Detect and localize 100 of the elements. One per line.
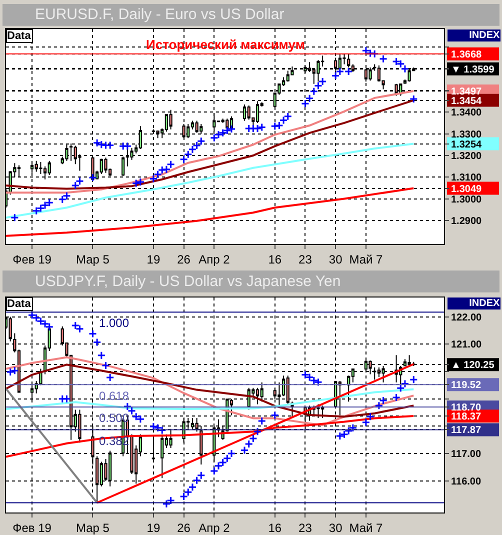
text: INDEX (469, 30, 500, 41)
point (379, 396, 388, 405)
point (258, 123, 266, 132)
annotation: Data (7, 30, 32, 42)
y-tick-label: 117.87 (451, 425, 482, 436)
point (162, 500, 171, 508)
point (392, 57, 401, 66)
point (331, 72, 340, 80)
x-tick-label: 23 (298, 252, 312, 266)
point (348, 424, 358, 432)
point (97, 351, 106, 360)
point (180, 155, 188, 164)
point (75, 176, 84, 186)
point (71, 181, 80, 190)
point (244, 440, 254, 448)
y-tick-label: 1.3200 (451, 150, 482, 162)
point (227, 449, 236, 458)
candlestick (408, 354, 411, 367)
point (362, 418, 370, 427)
y-tick-label: 122.00 (451, 312, 482, 324)
y-tick-label: 1.3300 (451, 129, 482, 140)
x-tick-label: 23 (298, 520, 312, 535)
x-tick-label: 19 (146, 520, 160, 535)
point (184, 488, 192, 496)
point (106, 373, 114, 382)
point (270, 410, 280, 420)
point (409, 94, 418, 104)
point (270, 122, 280, 130)
y-tick-label: 116.00 (451, 476, 482, 488)
y-tick-label: 1.3254 (451, 139, 482, 150)
point (75, 324, 84, 334)
ref-line-label: Исторический максимум (146, 37, 305, 52)
candlestick (347, 53, 350, 68)
point (314, 82, 322, 90)
point (240, 446, 249, 454)
y-tick-label: ▼ 1.3599 (451, 64, 495, 76)
point (210, 466, 218, 476)
x-tick-label: Фев 19 (12, 520, 52, 535)
x-tick-label: Фев 19 (12, 252, 52, 266)
point (379, 54, 388, 64)
point (344, 67, 353, 76)
y-tick-label: ▲ 120.25 (451, 360, 495, 372)
x-tick-label: 26 (177, 252, 191, 266)
point (210, 134, 218, 142)
point (132, 179, 140, 188)
point (214, 462, 223, 470)
point (344, 426, 353, 436)
x-tick-label: 16 (268, 520, 282, 535)
point (284, 112, 292, 121)
chart-title: USDJPY.F, Daily - US Dollar vs Japanese Yen (35, 273, 341, 290)
point (88, 330, 97, 338)
point (310, 87, 318, 96)
x-tick-label: Апр 2 (198, 252, 230, 266)
point (318, 77, 327, 86)
point (409, 375, 418, 384)
point (192, 476, 202, 485)
point (180, 492, 188, 501)
point (184, 150, 192, 159)
candlestick (104, 157, 108, 174)
candlestick (169, 428, 172, 449)
candlestick (316, 404, 320, 418)
point (218, 128, 228, 138)
point (154, 170, 162, 179)
y-tick-label: 1.3668 (451, 49, 482, 60)
candlestick (78, 409, 82, 444)
x-tick-label: 30 (328, 520, 343, 535)
point (248, 434, 258, 443)
point (392, 393, 401, 402)
point (149, 174, 158, 183)
x-tick-label: Мар 5 (76, 252, 110, 266)
point (166, 496, 176, 505)
x-tick-label: 16 (268, 252, 282, 266)
point (370, 50, 379, 58)
point (92, 338, 102, 346)
point (400, 380, 410, 388)
point (71, 321, 80, 330)
y-tick-label: 1.3400 (451, 108, 482, 119)
y-tick-label: 121.00 (451, 340, 482, 351)
chart-title: EURUSD.F, Daily - Euro vs US Dollar (35, 6, 284, 23)
x-tick-label: Май 7 (349, 520, 384, 535)
point (88, 173, 97, 182)
point (374, 401, 384, 410)
point (279, 116, 288, 125)
point (196, 136, 206, 146)
point (258, 416, 266, 426)
point (253, 124, 262, 133)
x-tick-label: Май 7 (349, 252, 384, 266)
annotation: 1.000 (99, 316, 130, 330)
point (340, 430, 349, 439)
point (192, 141, 202, 150)
annotation: Data (7, 298, 32, 310)
point (222, 454, 232, 463)
point (314, 378, 322, 386)
point (196, 471, 206, 480)
point (253, 427, 262, 436)
candlestick (156, 130, 160, 139)
point (101, 361, 110, 370)
text: INDEX (469, 298, 500, 309)
point (336, 432, 344, 440)
point (158, 166, 166, 174)
